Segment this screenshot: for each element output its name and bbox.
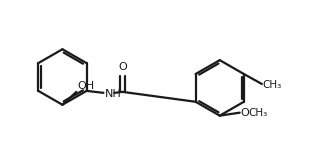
Text: O: O — [118, 62, 127, 72]
Text: CH₃: CH₃ — [249, 108, 268, 118]
Text: OH: OH — [77, 81, 94, 91]
Text: O: O — [241, 108, 249, 118]
Text: CH₃: CH₃ — [263, 80, 282, 90]
Text: NH: NH — [105, 89, 121, 99]
